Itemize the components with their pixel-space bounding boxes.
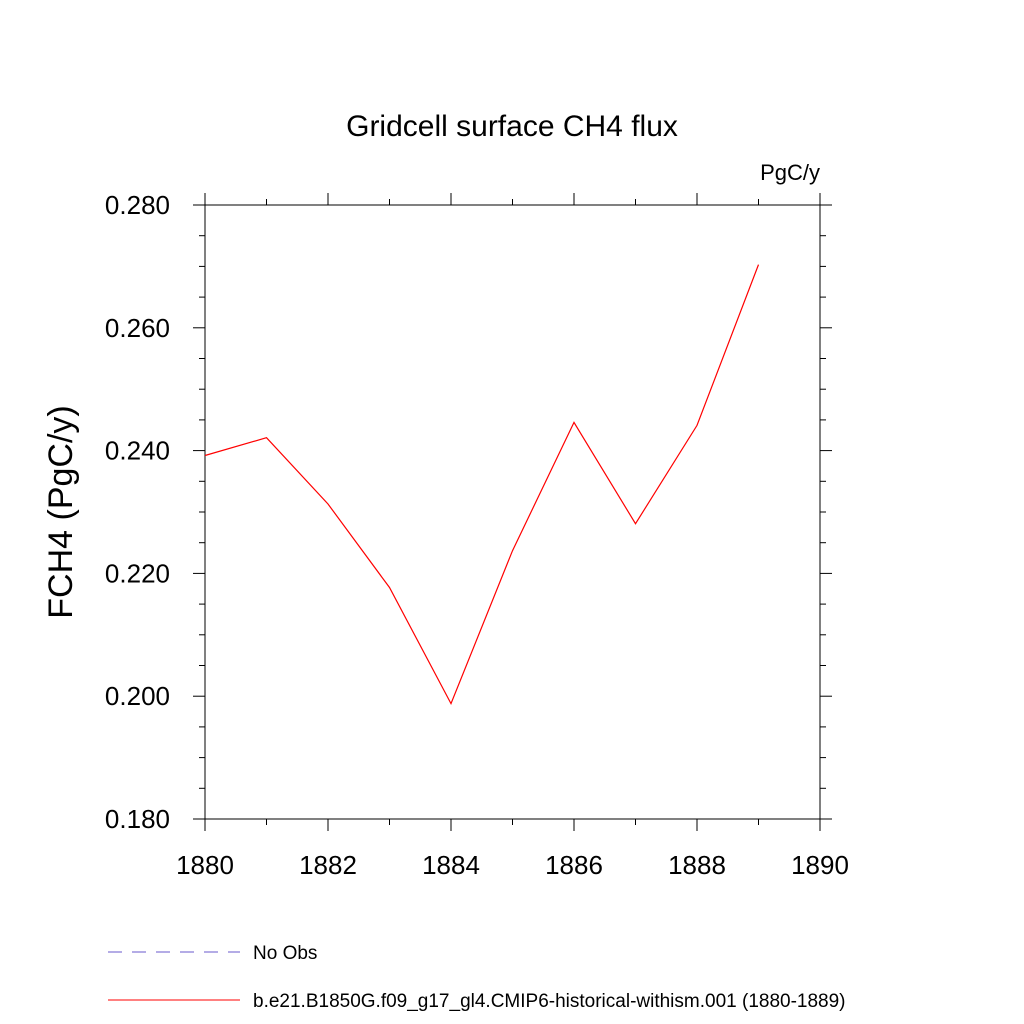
y-tick-label: 0.220 <box>105 558 170 588</box>
x-tick-label: 1882 <box>299 850 357 880</box>
axis-tick-labels: 1880 1882 1884 1886 1888 1890 0.180 0.200 0.220 0… <box>105 190 849 880</box>
y-tick-label: 0.200 <box>105 681 170 711</box>
data-series <box>204 264 760 706</box>
legend-label: b.e21.B1850G.f09_g17_gl4.CMIP6-historica… <box>253 991 846 1012</box>
axis-ticks <box>193 193 832 831</box>
x-tick-label: 1888 <box>668 850 726 880</box>
legend-label: No Obs <box>253 943 317 964</box>
x-tick-label: 1890 <box>791 850 849 880</box>
series-line <box>204 264 760 706</box>
chart-title: Gridcell surface CH4 flux <box>346 110 678 143</box>
x-tick-label: 1880 <box>176 850 234 880</box>
y-tick-label: 0.260 <box>105 313 170 343</box>
legend: No Obs b.e21.B1850G.f09_g17_gl4.CMIP6-his… <box>108 943 846 1012</box>
plot-frame <box>204 204 821 820</box>
units-label: PgC/y <box>760 160 820 185</box>
x-tick-label: 1884 <box>422 850 480 880</box>
y-tick-label: 0.240 <box>105 436 170 466</box>
y-axis-label: FCH4 (PgC/y) <box>42 405 80 618</box>
y-tick-label: 0.180 <box>105 804 170 834</box>
x-tick-label: 1886 <box>545 850 603 880</box>
y-tick-label: 0.280 <box>105 190 170 220</box>
